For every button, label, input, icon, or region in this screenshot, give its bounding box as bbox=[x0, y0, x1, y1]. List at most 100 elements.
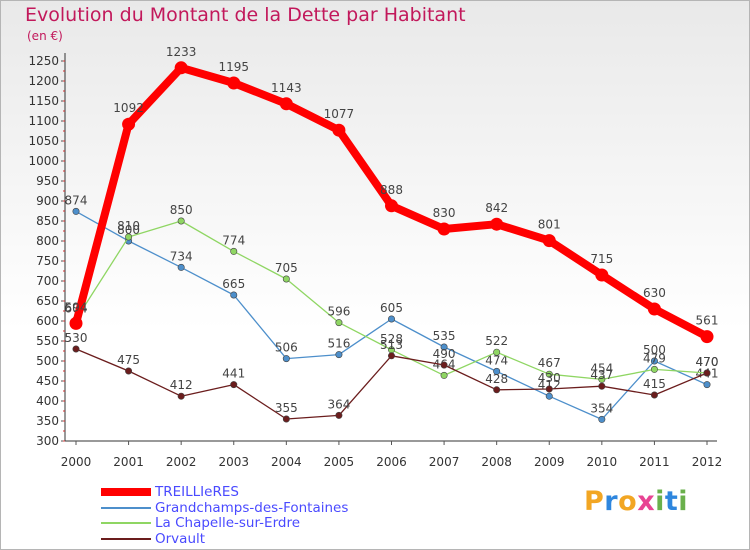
data-point bbox=[122, 117, 136, 131]
logo-letter: i bbox=[678, 486, 689, 517]
data-point bbox=[72, 207, 80, 215]
y-tick-label: 400 bbox=[36, 394, 59, 408]
data-label: 1092 bbox=[113, 101, 144, 115]
data-point bbox=[647, 302, 661, 316]
data-label: 1233 bbox=[166, 45, 197, 59]
x-tick-label: 2001 bbox=[113, 455, 144, 469]
x-tick-label: 2006 bbox=[376, 455, 407, 469]
data-label: 412 bbox=[170, 378, 193, 392]
data-point bbox=[387, 352, 395, 360]
data-label: 415 bbox=[643, 377, 666, 391]
data-label: 1077 bbox=[324, 107, 355, 121]
legend-swatch bbox=[101, 506, 151, 509]
data-label: 734 bbox=[170, 249, 193, 263]
x-tick-label: 2012 bbox=[692, 455, 723, 469]
data-point bbox=[335, 319, 343, 327]
x-tick-label: 2000 bbox=[61, 455, 92, 469]
data-point bbox=[72, 345, 80, 353]
data-label: 774 bbox=[222, 233, 245, 247]
data-label: 470 bbox=[696, 355, 719, 369]
data-label: 437 bbox=[590, 368, 613, 382]
data-point bbox=[282, 415, 290, 423]
data-label: 800 bbox=[117, 223, 140, 237]
x-tick-label: 2009 bbox=[534, 455, 565, 469]
data-label: 522 bbox=[485, 334, 508, 348]
legend-swatch bbox=[101, 522, 151, 524]
y-tick-label: 650 bbox=[36, 294, 59, 308]
data-label: 475 bbox=[117, 353, 140, 367]
y-tick-label: 950 bbox=[36, 174, 59, 188]
x-tick-label: 2002 bbox=[166, 455, 197, 469]
data-point bbox=[332, 123, 346, 137]
data-label: 490 bbox=[433, 347, 456, 361]
y-tick-label: 550 bbox=[36, 334, 59, 348]
data-point bbox=[279, 97, 293, 111]
data-point bbox=[545, 385, 553, 393]
data-label: 888 bbox=[380, 183, 403, 197]
legend-label: La Chapelle-sur-Erdre bbox=[155, 515, 301, 531]
data-point bbox=[177, 263, 185, 271]
data-point bbox=[598, 375, 606, 383]
y-tick-label: 1200 bbox=[28, 74, 59, 88]
data-point bbox=[650, 365, 658, 373]
data-point bbox=[177, 217, 185, 225]
data-point bbox=[703, 381, 711, 389]
data-point bbox=[542, 234, 556, 248]
data-label: 474 bbox=[485, 353, 508, 367]
y-tick-label: 1100 bbox=[28, 114, 59, 128]
y-tick-label: 1250 bbox=[28, 54, 59, 68]
data-point bbox=[440, 343, 448, 351]
legend-label: TREILLIeRES bbox=[155, 484, 239, 500]
data-label: 364 bbox=[327, 397, 350, 411]
x-tick-label: 2011 bbox=[639, 455, 670, 469]
data-point bbox=[227, 76, 241, 90]
data-point bbox=[493, 348, 501, 356]
data-point bbox=[230, 381, 238, 389]
data-point bbox=[595, 268, 609, 282]
data-point bbox=[650, 357, 658, 365]
data-point bbox=[700, 330, 714, 344]
data-point bbox=[125, 233, 133, 241]
data-label: 454 bbox=[590, 361, 613, 375]
data-label: 430 bbox=[538, 371, 561, 385]
y-tick-label: 350 bbox=[36, 414, 59, 428]
data-label: 530 bbox=[65, 331, 88, 345]
data-label: 516 bbox=[327, 337, 350, 351]
data-point bbox=[703, 369, 711, 377]
x-tick-label: 2008 bbox=[481, 455, 512, 469]
logo-letter: P bbox=[584, 486, 605, 517]
data-label: 874 bbox=[65, 193, 88, 207]
data-label: 665 bbox=[222, 277, 245, 291]
data-label: 528 bbox=[380, 332, 403, 346]
x-tick-label: 2007 bbox=[429, 455, 460, 469]
data-label: 850 bbox=[170, 203, 193, 217]
chart-title: Evolution du Montant de la Dette par Hab… bbox=[25, 4, 466, 26]
data-label: 1143 bbox=[271, 81, 302, 95]
data-label: 594 bbox=[65, 300, 88, 314]
data-label: 535 bbox=[433, 329, 456, 343]
y-tick-label: 850 bbox=[36, 214, 59, 228]
data-label: 513 bbox=[380, 338, 403, 352]
data-label: 1195 bbox=[218, 60, 249, 74]
logo-letter: t bbox=[664, 486, 679, 517]
logo-letter: x bbox=[637, 486, 656, 517]
proxiti-logo: Proxiti bbox=[584, 486, 688, 517]
data-point bbox=[282, 275, 290, 283]
data-point bbox=[650, 391, 658, 399]
data-label: 561 bbox=[696, 314, 719, 328]
data-label: 605 bbox=[380, 301, 403, 315]
y-tick-label: 900 bbox=[36, 194, 59, 208]
data-label: 500 bbox=[643, 343, 666, 357]
data-label: 596 bbox=[327, 305, 350, 319]
logo-letter: i bbox=[655, 486, 665, 517]
data-point bbox=[490, 217, 504, 231]
y-tick-label: 450 bbox=[36, 374, 59, 388]
data-label: 630 bbox=[643, 286, 666, 300]
y-tick-label: 1050 bbox=[28, 134, 59, 148]
data-point bbox=[545, 370, 553, 378]
legend-swatch bbox=[101, 488, 151, 496]
data-point bbox=[335, 351, 343, 359]
logo-letter: o bbox=[618, 486, 638, 517]
